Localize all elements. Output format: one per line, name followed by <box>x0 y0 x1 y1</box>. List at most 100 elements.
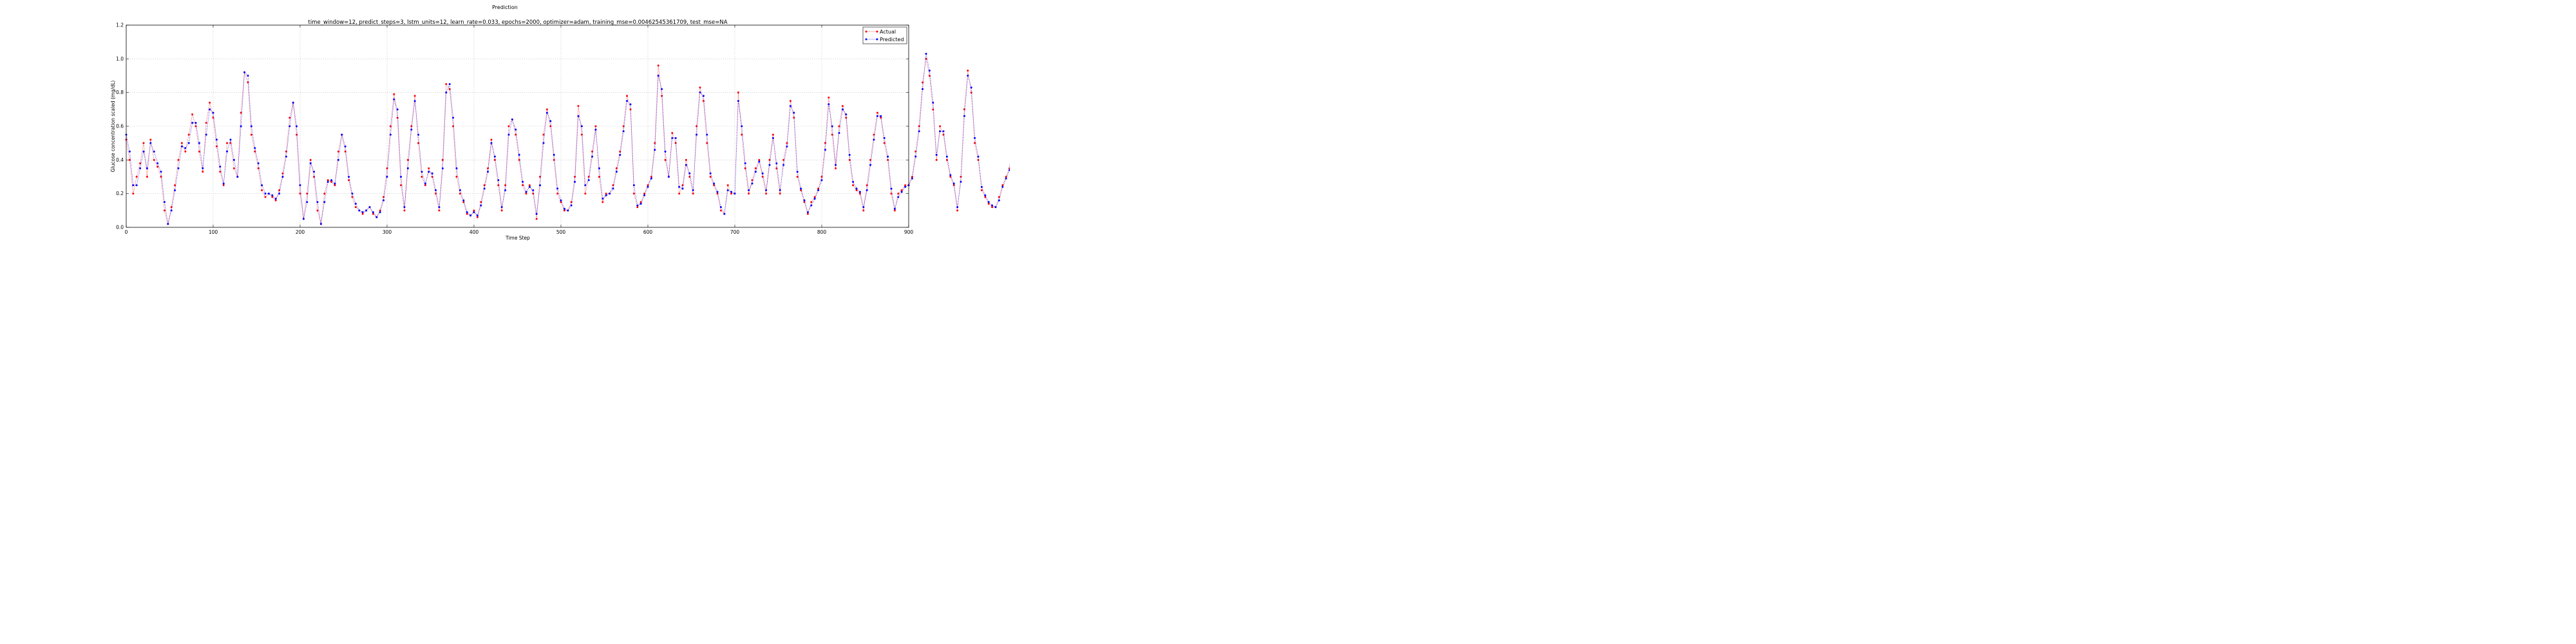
x-tick-label: 600 <box>643 229 653 235</box>
data-point <box>984 196 987 198</box>
data-point <box>323 193 326 195</box>
data-point <box>880 117 882 119</box>
data-point <box>706 142 708 144</box>
data-point <box>657 64 659 67</box>
data-point <box>264 193 267 195</box>
data-point <box>528 184 531 187</box>
data-point <box>806 211 809 213</box>
data-point <box>431 172 433 175</box>
data-point <box>236 176 239 178</box>
data-point <box>828 103 830 106</box>
data-point <box>153 158 155 161</box>
data-point <box>132 184 135 187</box>
data-point <box>379 211 381 213</box>
data-point <box>532 189 535 191</box>
data-point <box>205 122 207 124</box>
data-point <box>500 206 503 209</box>
data-point <box>880 115 882 117</box>
data-point <box>741 133 743 136</box>
data-point <box>987 202 990 205</box>
data-point <box>170 209 173 212</box>
data-point <box>998 196 1000 198</box>
data-point <box>278 193 281 195</box>
data-point <box>389 133 392 136</box>
data-point <box>639 202 642 205</box>
data-point <box>549 125 552 128</box>
data-point <box>497 184 500 187</box>
data-point <box>403 209 406 212</box>
data-point <box>348 179 350 182</box>
grid-lines <box>126 25 909 227</box>
data-point <box>163 201 166 204</box>
data-point <box>639 201 642 204</box>
data-point <box>483 187 486 190</box>
data-point <box>678 193 681 195</box>
data-point <box>354 206 357 209</box>
data-point <box>327 180 329 183</box>
data-point <box>664 150 667 153</box>
data-point <box>128 150 131 153</box>
data-point <box>702 95 705 97</box>
data-point <box>685 164 687 166</box>
data-point <box>480 204 482 207</box>
data-point <box>824 149 826 151</box>
data-point <box>713 184 715 187</box>
data-point <box>862 206 865 209</box>
data-point <box>838 125 840 128</box>
data-point <box>361 211 364 213</box>
data-point <box>671 137 674 139</box>
data-point <box>229 142 232 144</box>
data-point <box>170 206 173 209</box>
data-point <box>254 150 256 153</box>
data-point <box>455 176 458 178</box>
data-point <box>987 201 990 204</box>
data-point <box>601 201 604 204</box>
data-point <box>615 167 618 169</box>
data-point <box>942 130 945 133</box>
data-point <box>974 137 976 139</box>
data-point <box>925 52 927 55</box>
data-point <box>967 75 969 77</box>
data-point <box>873 138 875 141</box>
data-point <box>424 184 426 187</box>
data-point <box>911 177 913 180</box>
data-point <box>289 117 291 119</box>
data-point <box>410 128 413 131</box>
data-point <box>681 187 684 190</box>
data-point <box>601 198 604 200</box>
data-point <box>664 158 667 161</box>
data-point <box>428 167 430 169</box>
data-point <box>299 193 301 195</box>
data-point <box>209 101 211 104</box>
data-point <box>845 113 848 116</box>
data-point <box>361 213 364 215</box>
data-point <box>435 193 437 195</box>
data-point <box>994 206 997 209</box>
legend-predicted-marker <box>876 38 878 41</box>
data-point <box>504 189 507 191</box>
data-point <box>779 189 781 191</box>
data-point <box>904 185 907 188</box>
data-point <box>647 184 649 187</box>
series-line <box>126 59 1010 224</box>
data-point <box>887 155 889 158</box>
data-point <box>396 108 399 111</box>
data-point <box>751 179 753 182</box>
data-point <box>862 209 865 212</box>
data-point <box>334 184 336 187</box>
data-point <box>522 180 524 183</box>
data-point <box>744 162 746 165</box>
data-point <box>817 189 820 191</box>
data-point <box>184 150 187 153</box>
data-point <box>250 125 252 128</box>
data-point <box>487 167 489 169</box>
data-point <box>194 122 197 124</box>
data-point <box>174 184 176 187</box>
data-point <box>372 213 374 215</box>
data-point <box>466 213 468 215</box>
data-point <box>441 167 444 169</box>
data-point <box>1005 176 1007 178</box>
data-point <box>507 125 510 128</box>
x-tick-label: 900 <box>904 229 914 235</box>
data-point <box>292 101 294 104</box>
